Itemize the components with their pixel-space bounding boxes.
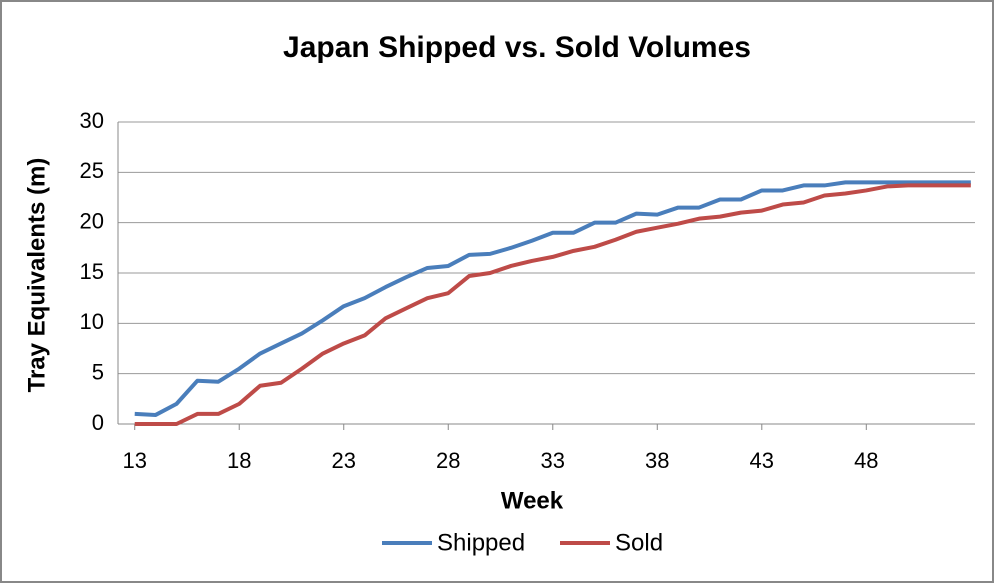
y-tick-label: 0 — [92, 410, 104, 435]
x-tick-label: 28 — [436, 448, 460, 473]
y-tick-label: 15 — [80, 259, 104, 284]
x-tick-label: 23 — [332, 448, 356, 473]
chart-title: Japan Shipped vs. Sold Volumes — [283, 31, 751, 64]
legend-label: Shipped — [437, 529, 525, 556]
y-tick-label: 20 — [80, 208, 104, 233]
series-line — [134, 183, 971, 426]
x-tick-label: 38 — [645, 448, 669, 473]
series-line — [134, 180, 971, 417]
y-tick-label: 5 — [92, 359, 104, 384]
y-tick-label: 30 — [80, 108, 104, 133]
y-tick-label: 25 — [80, 158, 104, 183]
x-tick-label: 48 — [854, 448, 878, 473]
legend-label: Sold — [615, 529, 663, 556]
y-axis-label: Tray Equivalents (m) — [23, 158, 50, 393]
x-tick-label: 43 — [750, 448, 774, 473]
x-axis-label: Week — [501, 487, 564, 514]
x-tick-label: 33 — [541, 448, 565, 473]
x-tick-label: 18 — [227, 448, 251, 473]
y-tick-label: 10 — [80, 309, 104, 334]
x-tick-label: 13 — [122, 448, 146, 473]
